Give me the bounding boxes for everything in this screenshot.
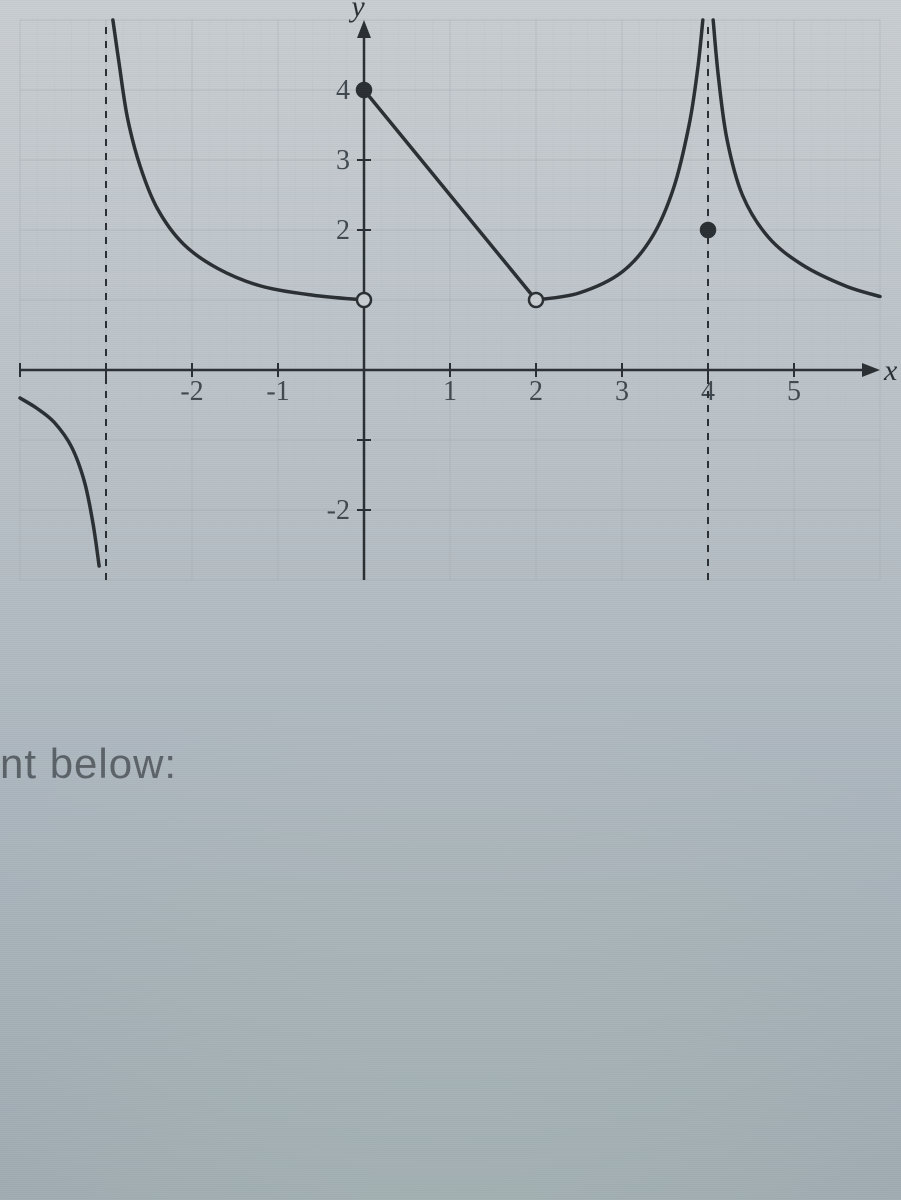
open-point bbox=[357, 293, 371, 307]
y-axis-label: y bbox=[348, 0, 365, 23]
y-tick-label: 4 bbox=[336, 75, 350, 106]
x-axis-label: x bbox=[883, 354, 898, 387]
x-tick-label: 3 bbox=[615, 376, 629, 407]
closed-point bbox=[701, 223, 715, 237]
caption-text: nt below: bbox=[0, 740, 177, 788]
y-tick-label: -2 bbox=[327, 495, 350, 526]
x-tick-label: 1 bbox=[443, 376, 457, 407]
x-tick-label: 5 bbox=[787, 376, 801, 407]
x-axis-arrow bbox=[862, 363, 880, 377]
open-point bbox=[529, 293, 543, 307]
y-tick-label: 2 bbox=[336, 215, 350, 246]
function-graph: 12345-2-1234-2xy bbox=[0, 0, 901, 700]
closed-point bbox=[357, 83, 371, 97]
y-tick-label: 3 bbox=[336, 145, 350, 176]
x-tick-label: -1 bbox=[266, 376, 289, 407]
curve-segment bbox=[713, 20, 880, 297]
x-tick-label: 2 bbox=[529, 376, 543, 407]
x-tick-label: -2 bbox=[180, 376, 203, 407]
chart-container: 12345-2-1234-2xy bbox=[0, 0, 901, 700]
